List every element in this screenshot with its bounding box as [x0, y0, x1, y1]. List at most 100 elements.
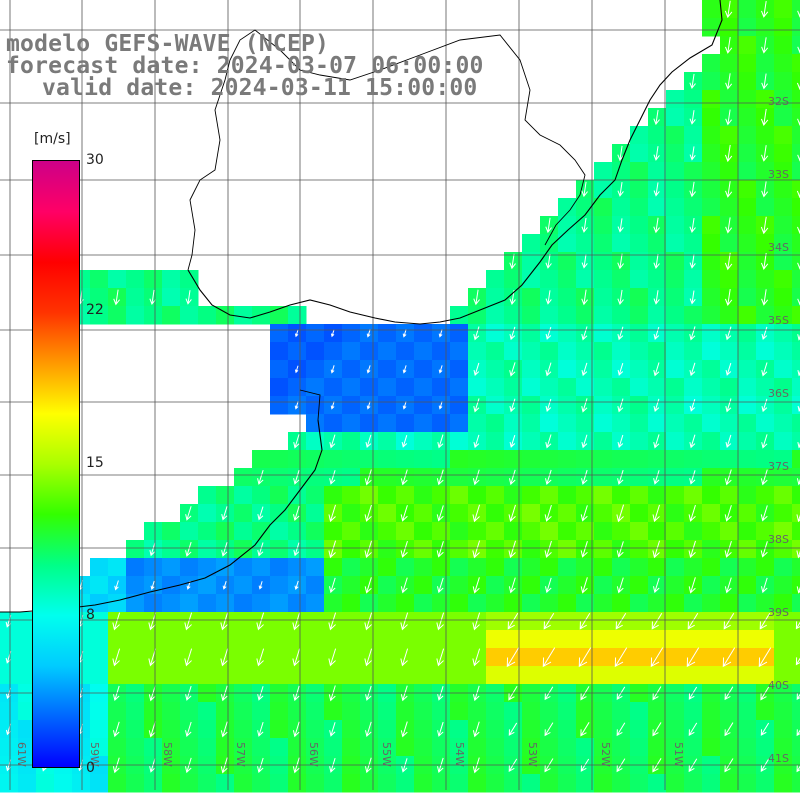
- wind-cell: [792, 360, 800, 379]
- wind-cell: [540, 342, 559, 361]
- colorbar-unit: [m/s]: [34, 131, 71, 147]
- wind-cell: [378, 432, 397, 451]
- wind-cell: [306, 720, 325, 739]
- wind-cell: [576, 774, 595, 793]
- wind-arrow: [185, 506, 192, 521]
- wind-cell: [702, 288, 721, 307]
- wind-cell: [648, 630, 667, 649]
- wind-cell: [198, 558, 217, 577]
- wind-cell: [774, 360, 793, 379]
- longitude-label: 58W: [161, 742, 174, 767]
- wind-cell: [414, 396, 433, 415]
- wind-cell: [666, 108, 685, 127]
- wind-cell: [630, 378, 649, 397]
- wind-cell: [702, 522, 721, 541]
- wind-cell: [702, 396, 721, 415]
- wind-cell: [522, 378, 541, 397]
- wind-cell: [558, 702, 577, 721]
- wind-cell: [792, 90, 800, 109]
- wind-arrow: [293, 542, 300, 557]
- wind-cell: [774, 180, 793, 199]
- wind-cell: [720, 774, 739, 793]
- wind-cell: [756, 702, 775, 721]
- wind-cell: [684, 450, 703, 469]
- wind-cell: [414, 702, 433, 721]
- wind-cell: [756, 234, 775, 253]
- wind-cell: [414, 612, 433, 631]
- wind-cell: [738, 648, 757, 667]
- wind-cell: [324, 774, 343, 793]
- wind-cell: [702, 468, 721, 487]
- wind-arrow: [724, 722, 734, 737]
- wind-cell: [792, 54, 800, 73]
- wind-cell: [738, 720, 757, 739]
- wind-cell: [450, 360, 469, 379]
- wind-cell: [630, 576, 649, 595]
- wind-cell: [702, 720, 721, 739]
- wind-cell: [252, 738, 271, 757]
- wind-cell: [162, 306, 181, 325]
- wind-cell: [126, 594, 145, 613]
- wind-arrow: [366, 329, 371, 338]
- wind-arrow: [724, 469, 732, 486]
- wind-cell: [522, 486, 541, 505]
- wind-cell: [558, 504, 577, 523]
- wind-cell: [342, 630, 361, 649]
- wind-cell: [738, 162, 757, 181]
- wind-cell: [450, 504, 469, 523]
- wind-cell: [792, 468, 800, 487]
- wind-cell: [324, 450, 343, 469]
- wind-cell: [396, 774, 415, 793]
- wind-cell: [792, 720, 800, 739]
- wind-cell: [774, 450, 793, 469]
- wind-arrow: [364, 540, 372, 559]
- wind-cell: [720, 18, 739, 37]
- wind-arrow: [222, 581, 227, 590]
- wind-cell: [630, 396, 649, 415]
- wind-cell: [288, 522, 307, 541]
- wind-arrow: [185, 290, 192, 305]
- wind-cell: [108, 702, 127, 721]
- wind-cell: [720, 306, 739, 325]
- wind-cell: [666, 702, 685, 721]
- wind-cell: [162, 720, 181, 739]
- wind-arrow: [258, 581, 263, 590]
- colorbar-tick-0: 0: [86, 760, 95, 776]
- wind-cell: [198, 702, 217, 721]
- wind-cell: [468, 414, 487, 433]
- wind-arrow: [761, 145, 769, 162]
- wind-cell: [306, 738, 325, 757]
- wind-cell: [594, 558, 613, 577]
- wind-arrow: [581, 434, 588, 449]
- wind-cell: [792, 702, 800, 721]
- longitude-label: 55W: [380, 742, 393, 767]
- wind-cell: [414, 720, 433, 739]
- wind-arrow: [795, 621, 800, 630]
- wind-cell: [774, 0, 793, 19]
- wind-cell: [594, 630, 613, 649]
- latitude-label: 36S: [768, 387, 789, 400]
- wind-cell: [756, 126, 775, 145]
- wind-cell: [684, 666, 703, 685]
- wind-cell: [792, 216, 800, 235]
- wind-cell: [666, 324, 685, 343]
- wind-cell: [144, 630, 163, 649]
- wind-cell: [630, 234, 649, 253]
- wind-cell: [684, 594, 703, 613]
- wind-cell: [414, 324, 433, 343]
- wind-cell: [252, 630, 271, 649]
- wind-cell: [18, 702, 37, 721]
- wind-arrow: [112, 721, 120, 738]
- wind-arrow: [509, 398, 516, 413]
- wind-cell: [774, 324, 793, 343]
- wind-cell: [414, 342, 433, 361]
- wind-cell: [90, 306, 109, 325]
- wind-cell: [342, 666, 361, 685]
- wind-cell: [414, 432, 433, 451]
- wind-arrow: [725, 326, 732, 341]
- wind-cell: [666, 234, 685, 253]
- wind-cell: [684, 198, 703, 217]
- wind-cell: [774, 162, 793, 181]
- wind-arrow: [473, 434, 480, 449]
- wind-arrow: [689, 73, 696, 90]
